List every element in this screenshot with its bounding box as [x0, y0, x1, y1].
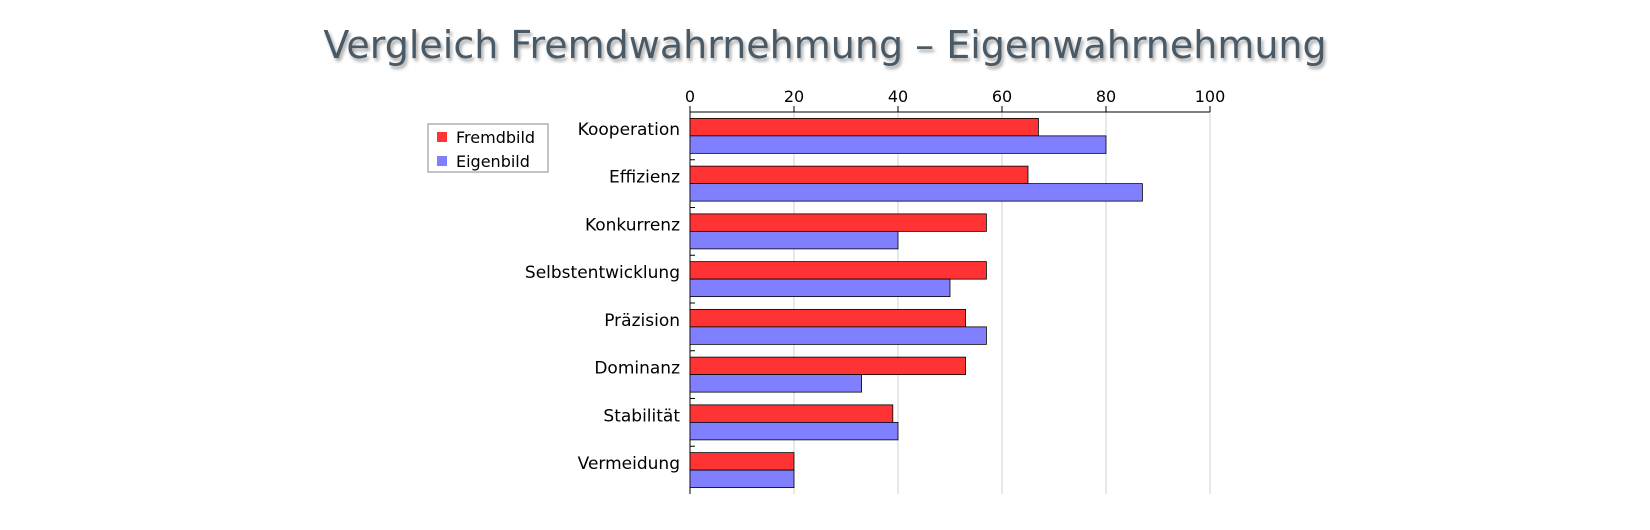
chart-title: Vergleich Fremdwahrnehmung – Eigenwahrne… [323, 23, 1326, 67]
bar-eigenbild-5 [689, 374, 863, 393]
legend-box [427, 123, 549, 173]
category-label: Selbstentwicklung [525, 263, 680, 283]
bar-fremdbild-7 [689, 452, 795, 471]
bar-fremdbild-2 [689, 213, 987, 232]
x-tick-label: 60 [992, 87, 1012, 106]
bar-fremdbild-6 [689, 404, 894, 423]
category-label: Stabilität [603, 406, 680, 426]
bar-eigenbild-2 [689, 230, 899, 250]
category-label: Effizienz [609, 168, 680, 188]
category-label: Präzision [604, 311, 680, 331]
legend: Fremdbild Eigenbild [427, 123, 549, 173]
bars [689, 117, 1143, 489]
x-tick-label: 20 [784, 87, 804, 106]
bar-eigenbild-3 [689, 278, 951, 298]
x-tick-label: 80 [1096, 87, 1116, 106]
x-axis: 0 20 40 60 80 100 [685, 87, 1225, 494]
x-tick-label: 100 [1195, 87, 1226, 106]
legend-swatch [437, 132, 447, 142]
bar-eigenbild-6 [689, 421, 899, 441]
category-label: Konkurrenz [585, 215, 680, 235]
bar-fremdbild-0 [689, 117, 1039, 137]
legend-label: Fremdbild [456, 128, 535, 147]
bar-eigenbild-0 [689, 135, 1107, 154]
category-labels: Kooperation Effizienz Konkurrenz Selbstentw… [525, 120, 680, 474]
bar-fremdbild-3 [689, 261, 987, 280]
category-label: Vermeidung [578, 454, 680, 474]
bar-eigenbild-7 [689, 469, 795, 489]
bar-fremdbild-5 [689, 356, 967, 376]
legend-swatch [437, 156, 447, 166]
x-tick-label: 0 [685, 87, 695, 106]
bar-eigenbild-4 [689, 326, 987, 345]
legend-label: Eigenbild [456, 152, 530, 171]
bar-fremdbild-1 [689, 165, 1029, 185]
category-label: Dominanz [594, 359, 680, 379]
category-label: Kooperation [578, 120, 680, 140]
bar-eigenbild-1 [689, 183, 1143, 202]
bar-fremdbild-4 [689, 308, 967, 328]
x-tick-label: 40 [888, 87, 908, 106]
